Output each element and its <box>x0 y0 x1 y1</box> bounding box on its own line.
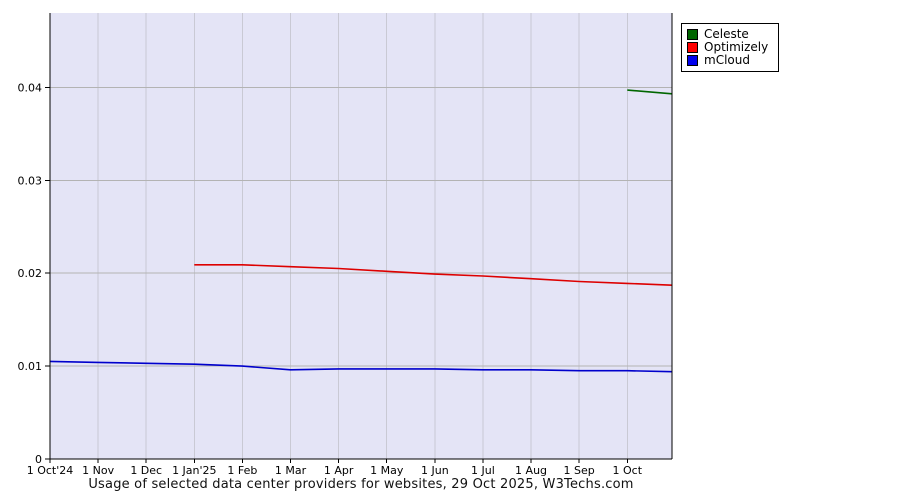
x-tick-label: 1 Aug <box>515 464 547 477</box>
x-tick-label: 1 Nov <box>82 464 114 477</box>
x-tick-label: 1 Sep <box>564 464 595 477</box>
x-tick-label: 1 Jan'25 <box>172 464 216 477</box>
chart-title: Usage of selected data center providers … <box>88 477 634 492</box>
mcloud-swatch-icon <box>687 54 698 66</box>
series-line-mcloud <box>49 360 673 373</box>
x-tick-label: 1 Jul <box>471 464 495 477</box>
legend-item-optimizely: Optimizely <box>687 41 768 53</box>
y-tick-label: 0.03 <box>18 174 43 187</box>
x-tick-label: 1 Oct'24 <box>27 464 74 477</box>
x-tick-label: 1 Mar <box>275 464 307 477</box>
legend-item-mcloud: mCloud <box>687 54 768 66</box>
y-tick-label: 0.02 <box>18 267 43 280</box>
x-tick-label: 1 Apr <box>324 464 354 477</box>
x-tick-label: 1 Feb <box>227 464 257 477</box>
x-tick-label: 1 May <box>370 464 404 477</box>
series-line-optimizely <box>194 263 673 286</box>
legend: Celeste Optimizely mCloud <box>681 23 780 72</box>
optimizely-swatch-icon <box>687 41 698 53</box>
x-tick-label: 1 Oct <box>613 464 643 477</box>
legend-label-celeste: Celeste <box>704 27 749 41</box>
x-tick-label: 1 Dec <box>130 464 162 477</box>
celeste-swatch-icon <box>687 28 698 40</box>
series-line-celeste <box>627 89 673 95</box>
legend-label-mcloud: mCloud <box>704 53 750 67</box>
y-tick-label: 0.04 <box>18 81 43 94</box>
y-tick-label: 0 <box>35 453 42 466</box>
x-tick-label: 1 Jun <box>421 464 449 477</box>
legend-label-optimizely: Optimizely <box>704 40 769 54</box>
legend-item-celeste: Celeste <box>687 28 768 40</box>
y-tick-label: 0.01 <box>18 360 43 373</box>
